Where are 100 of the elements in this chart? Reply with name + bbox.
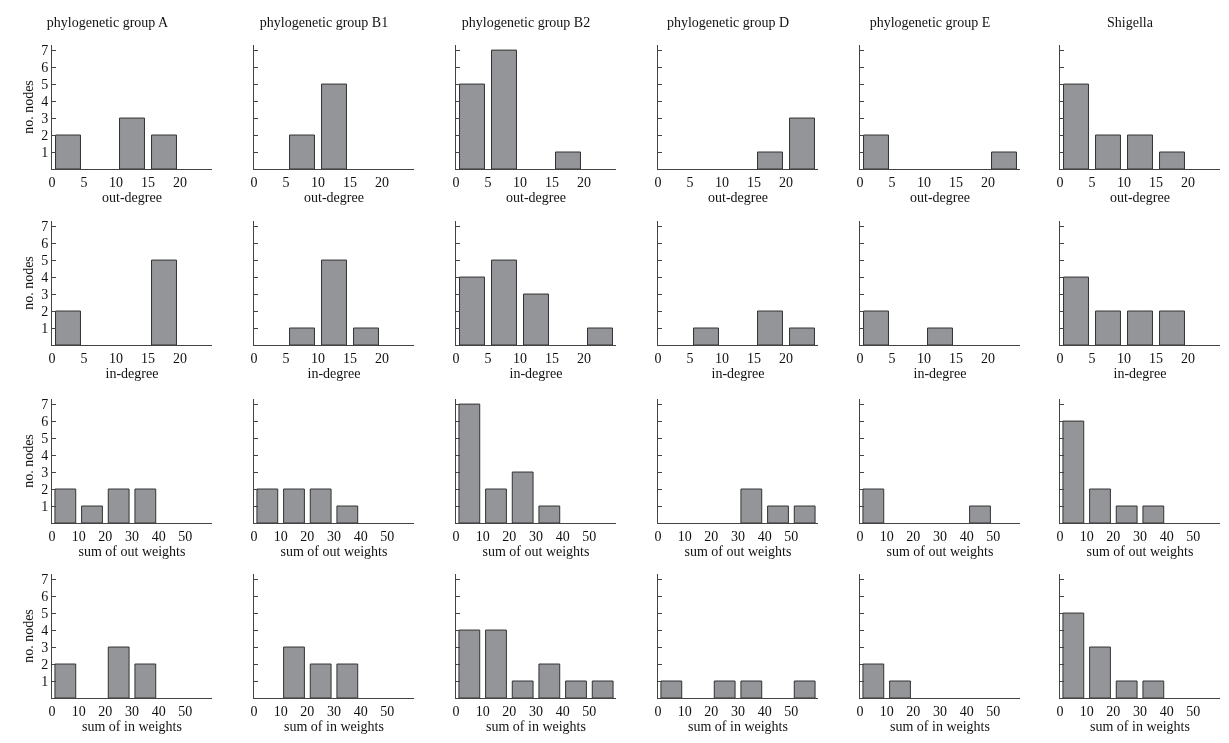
x-tick-label: 20 (779, 174, 793, 190)
y-tick-label: 3 (41, 464, 49, 480)
x-tick-label: 40 (151, 703, 166, 719)
y-tick-label: 5 (41, 76, 49, 92)
x-tick-label: 10 (513, 174, 527, 190)
x-tick-label: 30 (1133, 703, 1147, 719)
x-tick-label: 5 (282, 350, 290, 366)
x-tick-label: 20 (502, 528, 517, 544)
x-tick-label: 20 (1106, 703, 1121, 719)
x-tick-label: 50 (582, 703, 597, 719)
x-axis-title: sum of in weights (1090, 718, 1190, 734)
y-tick-label: 1 (41, 320, 49, 336)
x-tick-label: 10 (677, 703, 692, 719)
x-tick-label: 30 (529, 703, 543, 719)
x-tick-label: 10 (109, 174, 123, 190)
x-tick-label: 0 (48, 528, 56, 544)
x-tick-label: 0 (1056, 703, 1064, 719)
x-tick-label: 10 (1079, 528, 1094, 544)
y-tick-label: 3 (41, 286, 49, 302)
x-tick-label: 50 (582, 528, 597, 544)
x-tick-label: 20 (906, 528, 921, 544)
x-tick-label: 40 (757, 703, 772, 719)
x-tick-label: 0 (250, 528, 258, 544)
y-axis-title: no. nodes (20, 434, 36, 488)
x-tick-label: 10 (71, 703, 86, 719)
x-tick-label: 30 (1133, 528, 1147, 544)
y-tick-label: 2 (41, 656, 49, 672)
x-tick-label: 50 (986, 528, 1001, 544)
x-tick-label: 40 (151, 528, 166, 544)
x-tick-label: 40 (959, 703, 974, 719)
x-tick-label: 0 (452, 703, 460, 719)
x-tick-label: 20 (173, 174, 187, 190)
x-tick-label: 10 (311, 350, 325, 366)
x-tick-label: 40 (959, 528, 974, 544)
x-tick-label: 10 (917, 350, 931, 366)
x-tick-label: 20 (704, 703, 719, 719)
x-tick-label: 40 (555, 528, 570, 544)
x-tick-label: 20 (1181, 174, 1195, 190)
x-axis-title: in-degree (913, 365, 967, 381)
x-tick-label: 10 (513, 350, 527, 366)
y-tick-label: 1 (41, 498, 49, 514)
x-tick-label: 50 (784, 528, 799, 544)
x-tick-label: 5 (282, 174, 290, 190)
x-tick-label: 30 (327, 703, 341, 719)
x-tick-label: 15 (545, 174, 559, 190)
x-tick-label: 10 (715, 350, 729, 366)
y-tick-label: 6 (41, 235, 49, 251)
x-tick-label: 50 (784, 703, 799, 719)
x-axis-title: out-degree (910, 189, 970, 205)
x-tick-label: 40 (757, 528, 772, 544)
x-tick-label: 0 (856, 528, 864, 544)
x-tick-label: 0 (1056, 528, 1064, 544)
x-tick-label: 20 (375, 174, 389, 190)
x-tick-label: 0 (452, 350, 460, 366)
x-tick-label: 50 (380, 703, 395, 719)
chart-title: phylogenetic group A (46, 14, 170, 30)
x-tick-label: 15 (1149, 174, 1163, 190)
x-tick-label: 5 (1088, 174, 1096, 190)
x-tick-label: 15 (141, 350, 155, 366)
x-tick-label: 0 (1056, 350, 1064, 366)
x-tick-label: 20 (173, 350, 187, 366)
x-tick-label: 15 (949, 350, 963, 366)
x-tick-label: 20 (577, 350, 591, 366)
x-tick-label: 40 (353, 528, 368, 544)
x-axis-title: sum of in weights (82, 718, 182, 734)
x-tick-label: 0 (250, 703, 258, 719)
x-axis-title: sum of out weights (684, 543, 792, 559)
y-tick-label: 4 (41, 447, 49, 463)
y-tick-label: 6 (41, 588, 49, 604)
x-tick-label: 20 (98, 528, 113, 544)
x-tick-label: 0 (856, 703, 864, 719)
x-tick-label: 30 (731, 528, 745, 544)
chart-title: phylogenetic group B2 (461, 14, 591, 30)
x-tick-label: 30 (731, 703, 745, 719)
x-tick-label: 15 (343, 174, 357, 190)
x-tick-label: 0 (452, 174, 460, 190)
x-tick-label: 20 (577, 174, 591, 190)
x-tick-label: 20 (502, 703, 517, 719)
x-axis-title: sum of out weights (78, 543, 186, 559)
x-tick-label: 0 (856, 174, 864, 190)
x-tick-label: 5 (80, 350, 88, 366)
x-tick-label: 10 (1117, 174, 1131, 190)
x-tick-label: 15 (545, 350, 559, 366)
y-tick-label: 6 (41, 413, 49, 429)
x-tick-label: 20 (981, 174, 995, 190)
x-tick-label: 40 (555, 703, 570, 719)
x-tick-label: 15 (141, 174, 155, 190)
x-tick-label: 0 (654, 528, 662, 544)
y-tick-label: 5 (41, 605, 49, 621)
y-tick-label: 4 (41, 93, 49, 109)
x-tick-label: 20 (906, 703, 921, 719)
x-tick-label: 50 (1186, 528, 1201, 544)
y-axis-title: no. nodes (20, 80, 36, 134)
x-axis-title: sum of in weights (486, 718, 586, 734)
x-tick-label: 30 (327, 528, 341, 544)
x-tick-label: 10 (71, 528, 86, 544)
x-tick-label: 10 (715, 174, 729, 190)
x-axis-title: out-degree (1110, 189, 1170, 205)
y-tick-label: 7 (41, 397, 49, 412)
x-tick-label: 40 (353, 703, 368, 719)
